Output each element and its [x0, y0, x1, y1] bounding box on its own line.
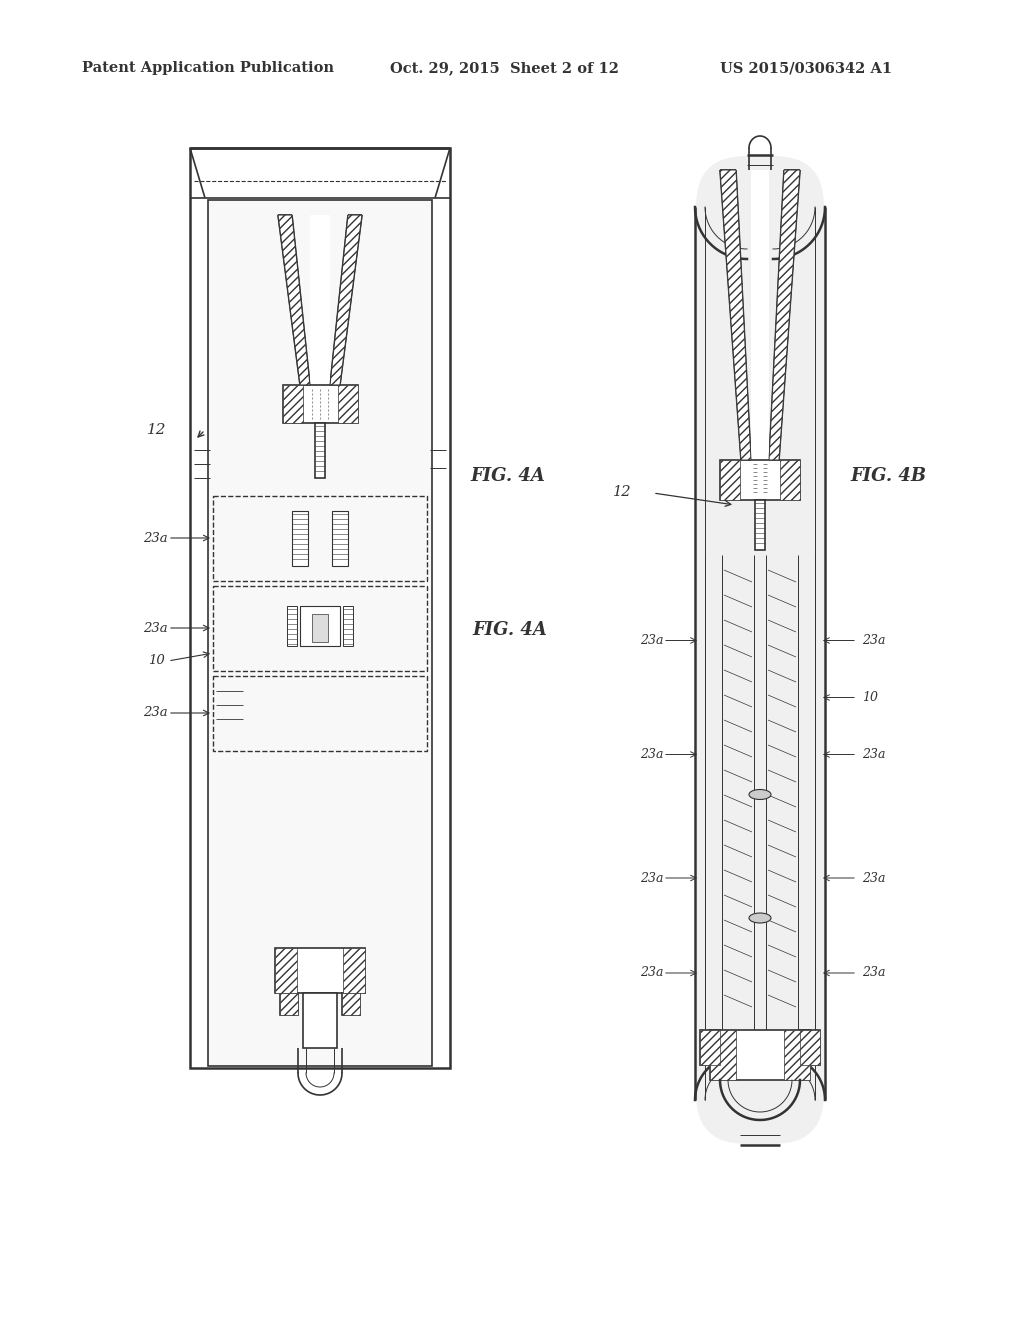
Bar — [332, 511, 348, 566]
FancyBboxPatch shape — [696, 156, 824, 1144]
Bar — [342, 993, 360, 1015]
Bar — [710, 1030, 736, 1080]
Text: FIG. 4A: FIG. 4A — [470, 467, 545, 484]
Polygon shape — [330, 215, 362, 385]
Text: FIG. 4A: FIG. 4A — [472, 620, 547, 639]
Bar — [338, 385, 358, 422]
Text: 12: 12 — [147, 422, 167, 437]
Bar — [755, 500, 765, 550]
Bar — [784, 1030, 810, 1080]
Polygon shape — [769, 170, 800, 459]
Bar — [213, 586, 427, 671]
Text: 23a: 23a — [862, 748, 886, 762]
Bar — [800, 1030, 820, 1065]
Bar — [720, 459, 800, 500]
Bar — [315, 422, 325, 478]
Bar — [700, 1030, 720, 1065]
Text: Oct. 29, 2015  Sheet 2 of 12: Oct. 29, 2015 Sheet 2 of 12 — [390, 61, 618, 75]
Text: 23a: 23a — [640, 634, 664, 647]
Bar — [780, 459, 800, 500]
Bar — [275, 948, 297, 993]
Bar — [213, 676, 427, 751]
Ellipse shape — [749, 913, 771, 923]
Polygon shape — [278, 215, 310, 385]
Polygon shape — [720, 170, 751, 459]
Text: 23a: 23a — [862, 634, 886, 647]
Text: 23a: 23a — [640, 748, 664, 762]
Text: 10: 10 — [862, 690, 878, 704]
Text: 10: 10 — [148, 655, 165, 668]
Bar — [283, 385, 358, 422]
Bar — [710, 1030, 810, 1080]
Bar — [343, 948, 365, 993]
Bar — [300, 606, 340, 645]
Text: 23a: 23a — [640, 966, 664, 979]
Bar — [287, 606, 297, 645]
Text: 12: 12 — [613, 484, 632, 499]
Bar — [208, 201, 432, 1067]
Bar — [343, 606, 353, 645]
Bar — [312, 614, 328, 642]
Bar — [303, 993, 337, 1048]
Bar — [280, 993, 298, 1015]
Bar — [292, 511, 308, 566]
Bar — [213, 496, 427, 581]
Bar — [280, 993, 298, 1015]
Bar — [700, 1030, 720, 1065]
Text: Patent Application Publication: Patent Application Publication — [82, 61, 334, 75]
Text: 23a: 23a — [143, 622, 168, 635]
Ellipse shape — [749, 789, 771, 800]
Text: 23a: 23a — [143, 706, 168, 719]
Text: 23a: 23a — [143, 532, 168, 544]
Bar — [342, 993, 360, 1015]
Bar — [275, 948, 365, 993]
Bar — [283, 385, 303, 422]
Text: 23a: 23a — [862, 966, 886, 979]
Bar — [720, 459, 740, 500]
Bar — [800, 1030, 820, 1065]
Bar — [751, 170, 769, 459]
Text: 23a: 23a — [862, 871, 886, 884]
Text: US 2015/0306342 A1: US 2015/0306342 A1 — [720, 61, 892, 75]
Text: 23a: 23a — [640, 871, 664, 884]
Bar — [310, 215, 330, 385]
Bar — [190, 148, 450, 1068]
Text: FIG. 4B: FIG. 4B — [850, 467, 926, 484]
